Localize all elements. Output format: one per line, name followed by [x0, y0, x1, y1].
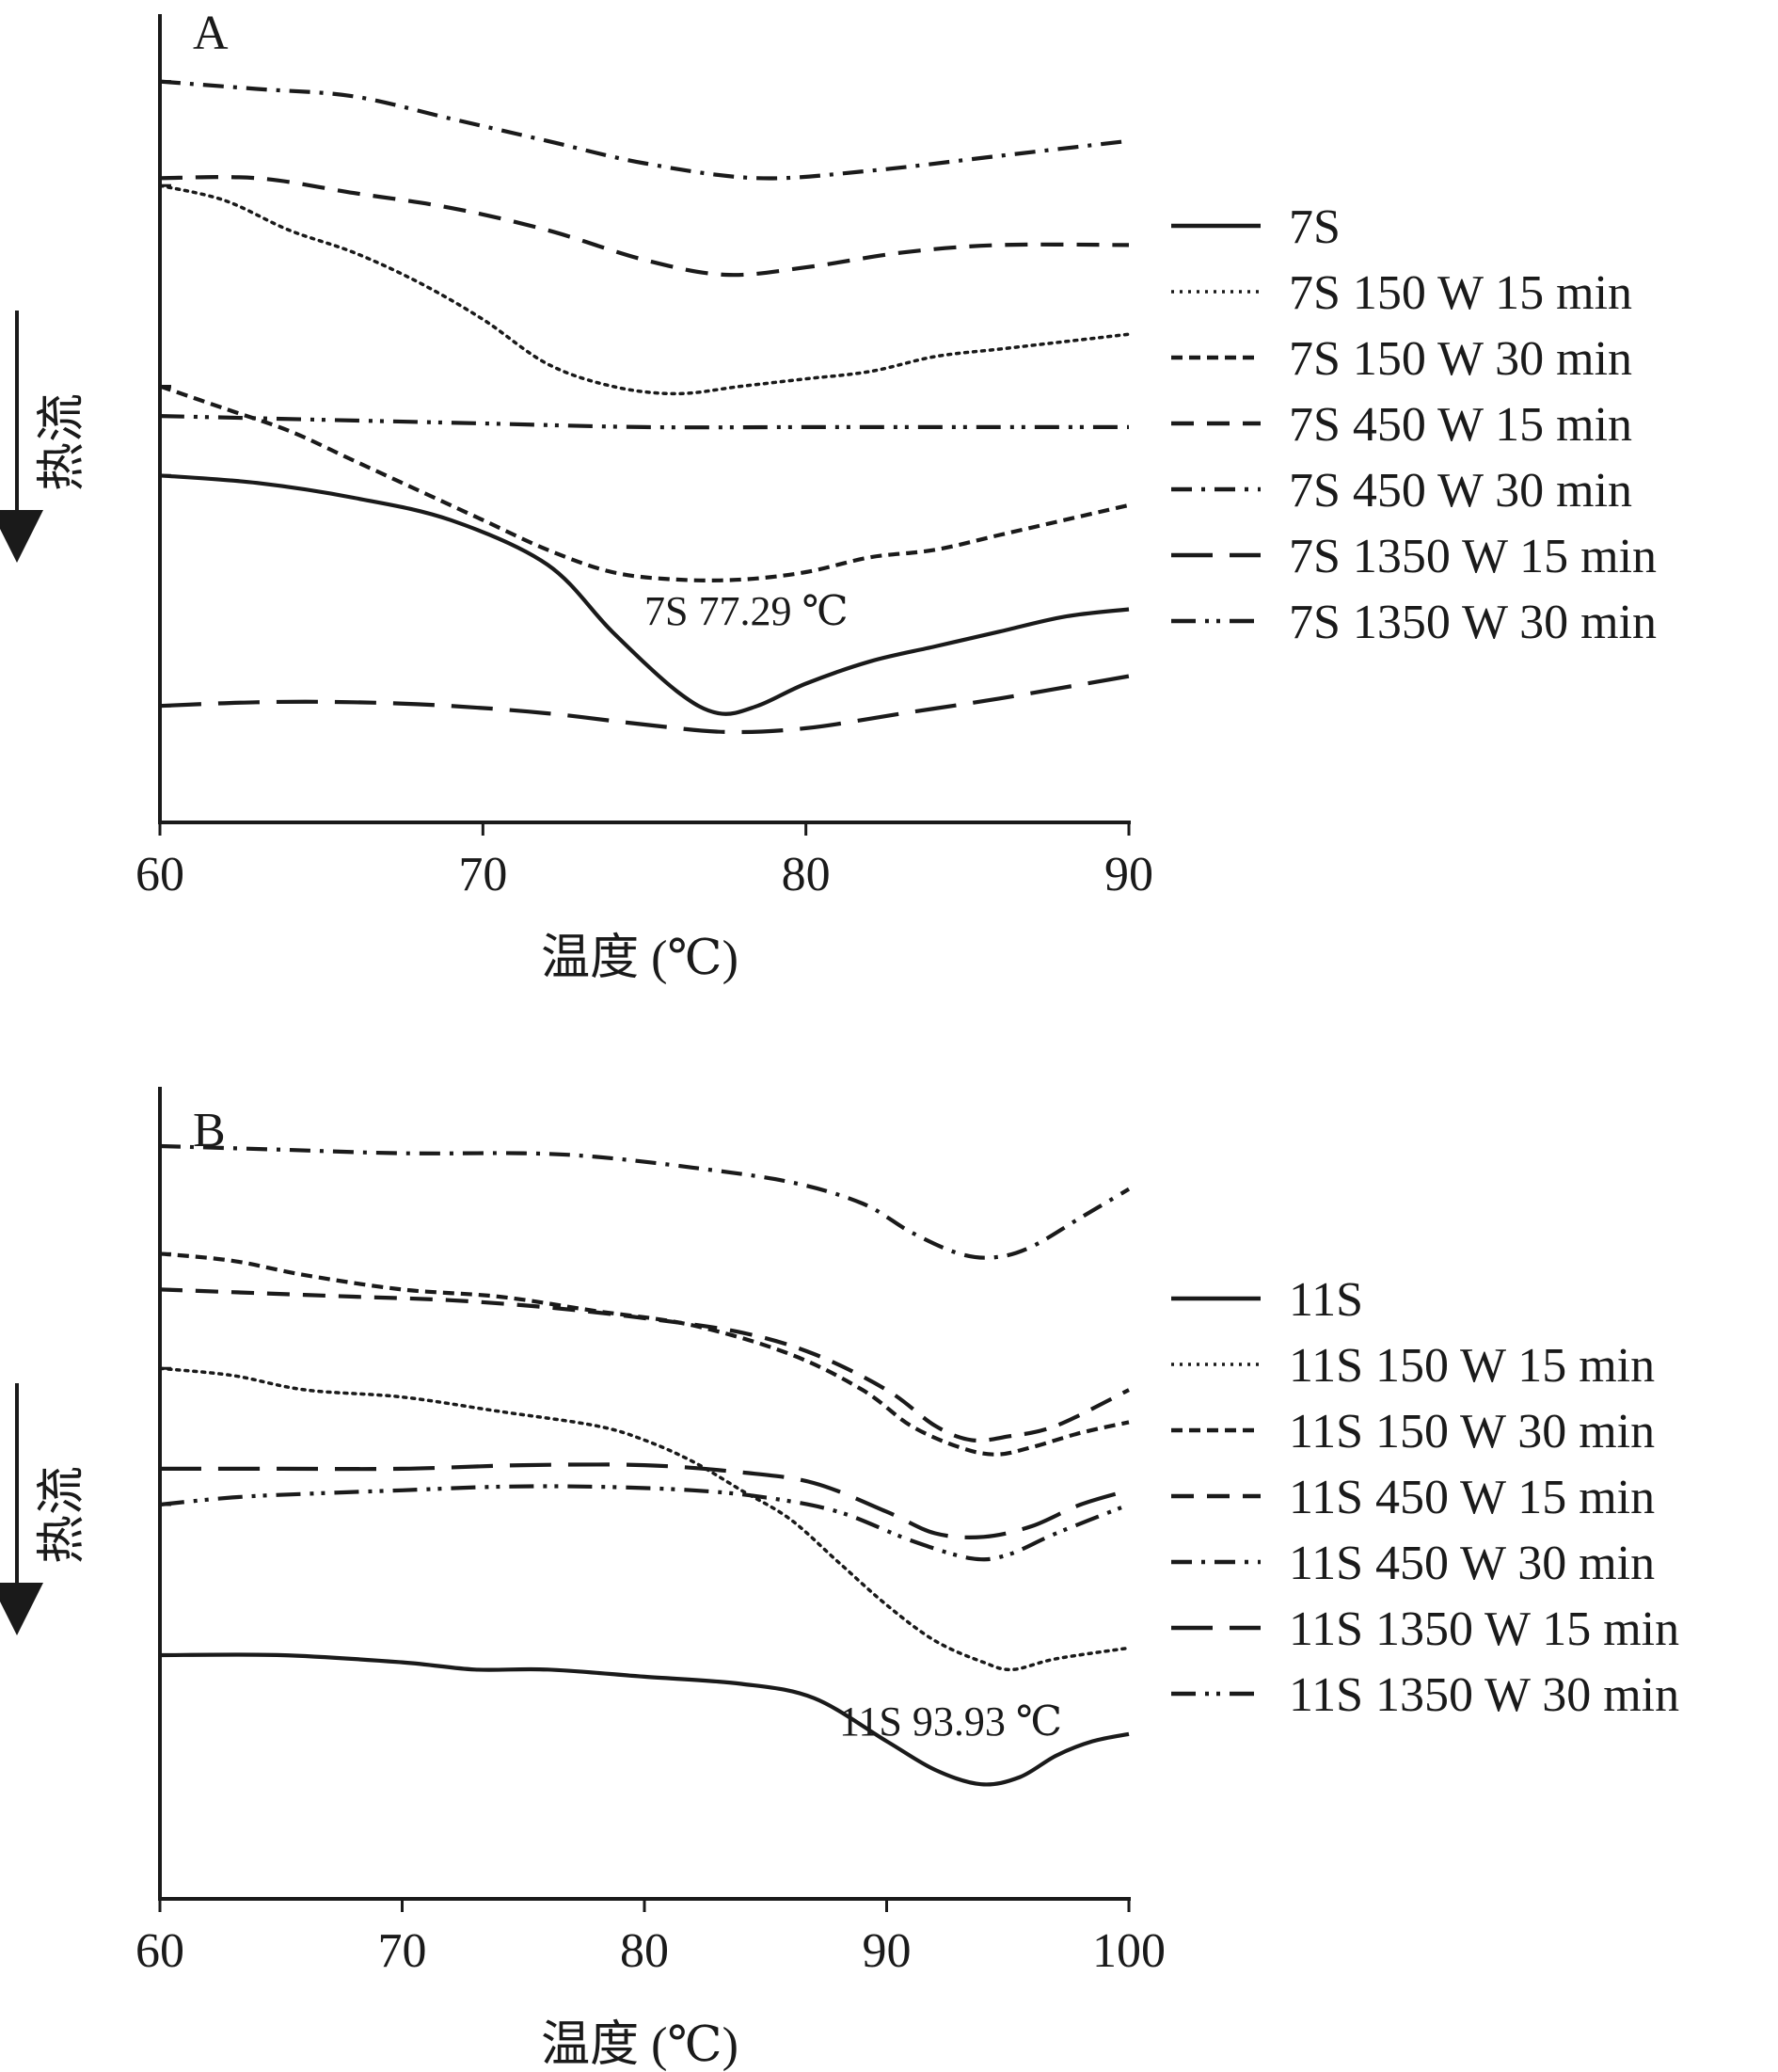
series-line	[159, 79, 1130, 181]
panel-a-letter: A	[193, 7, 229, 60]
x-tick-label: 70	[458, 848, 507, 901]
x-tick-label: 90	[863, 1924, 912, 1978]
series-line	[159, 384, 1130, 582]
series-line	[158, 183, 1131, 396]
series-line	[159, 414, 1129, 430]
panel-a: A 60 70 80 90 温度 (℃) 热流 7S 77.29 ℃ 7S 7S 150…	[0, 7, 1657, 985]
panel-b-peak-annotation: 11S 93.93 ℃	[839, 1698, 1062, 1745]
panel-b-legend: 11S 11S 150 W 15 min 11S 150 W 30 min 11S 4…	[1171, 1273, 1679, 1722]
panel-b-ticks: 60 70 80 90 100	[135, 1144, 1166, 1978]
panel-a-series	[158, 79, 1131, 735]
legend-label: 7S 450 W 15 min	[1289, 398, 1632, 452]
legend-label: 7S 150 W 15 min	[1289, 266, 1632, 320]
legend-label: 7S 450 W 30 min	[1289, 464, 1632, 518]
series-line	[159, 1484, 1130, 1562]
x-tick-label: 80	[782, 848, 831, 901]
legend-label: 11S 450 W 15 min	[1289, 1471, 1655, 1524]
legend-label: 11S 1350 W 15 min	[1289, 1602, 1679, 1656]
panel-b-series	[158, 1143, 1131, 1787]
series-line	[158, 1366, 1131, 1672]
series-line	[159, 1287, 1130, 1443]
x-tick-label: 80	[620, 1924, 669, 1978]
x-tick-label: 90	[1104, 848, 1153, 901]
x-tick-label: 70	[378, 1924, 427, 1978]
x-tick-label: 60	[135, 848, 184, 901]
series-line	[159, 1251, 1130, 1457]
series-line	[159, 674, 1130, 735]
legend-label: 11S 150 W 15 min	[1289, 1339, 1655, 1393]
panel-a-y-axis-title: 热流	[36, 393, 89, 491]
legend-label: 11S 150 W 30 min	[1289, 1405, 1655, 1458]
legend-label: 7S 1350 W 15 min	[1289, 530, 1657, 583]
panel-b: B 60 70 80 90 100 温度 (℃) 热流 11S 93.93 ℃ 11S1…	[0, 1087, 1679, 2072]
series-line	[160, 1462, 1130, 1539]
series-line	[159, 473, 1130, 716]
panel-a-ticks: 60 70 80 90	[135, 80, 1153, 901]
legend-label: 7S 150 W 30 min	[1289, 332, 1632, 386]
panel-a-x-axis-title: 温度 (℃)	[541, 932, 738, 985]
panel-a-axes	[158, 14, 1131, 824]
series-line	[159, 1143, 1131, 1260]
panel-a-peak-annotation: 7S 77.29 ℃	[644, 588, 849, 634]
legend-label: 7S	[1289, 200, 1341, 254]
series-line	[159, 1652, 1130, 1787]
legend-label: 11S 450 W 30 min	[1289, 1537, 1655, 1590]
legend-label: 11S	[1289, 1273, 1363, 1327]
panel-a-legend: 7S 7S 150 W 15 min 7S 150 W 30 min 7S 450 W…	[1171, 200, 1657, 649]
x-tick-label: 100	[1092, 1924, 1166, 1978]
panel-b-x-axis-title: 温度 (℃)	[541, 2018, 738, 2072]
series-line	[159, 175, 1130, 278]
legend-label: 11S 1350 W 30 min	[1289, 1668, 1679, 1722]
panel-b-y-axis-title: 热流	[36, 1466, 89, 1564]
legend-label: 7S 1350 W 30 min	[1289, 596, 1657, 649]
panel-b-axes	[158, 1087, 1131, 1901]
x-tick-label: 60	[135, 1924, 184, 1978]
